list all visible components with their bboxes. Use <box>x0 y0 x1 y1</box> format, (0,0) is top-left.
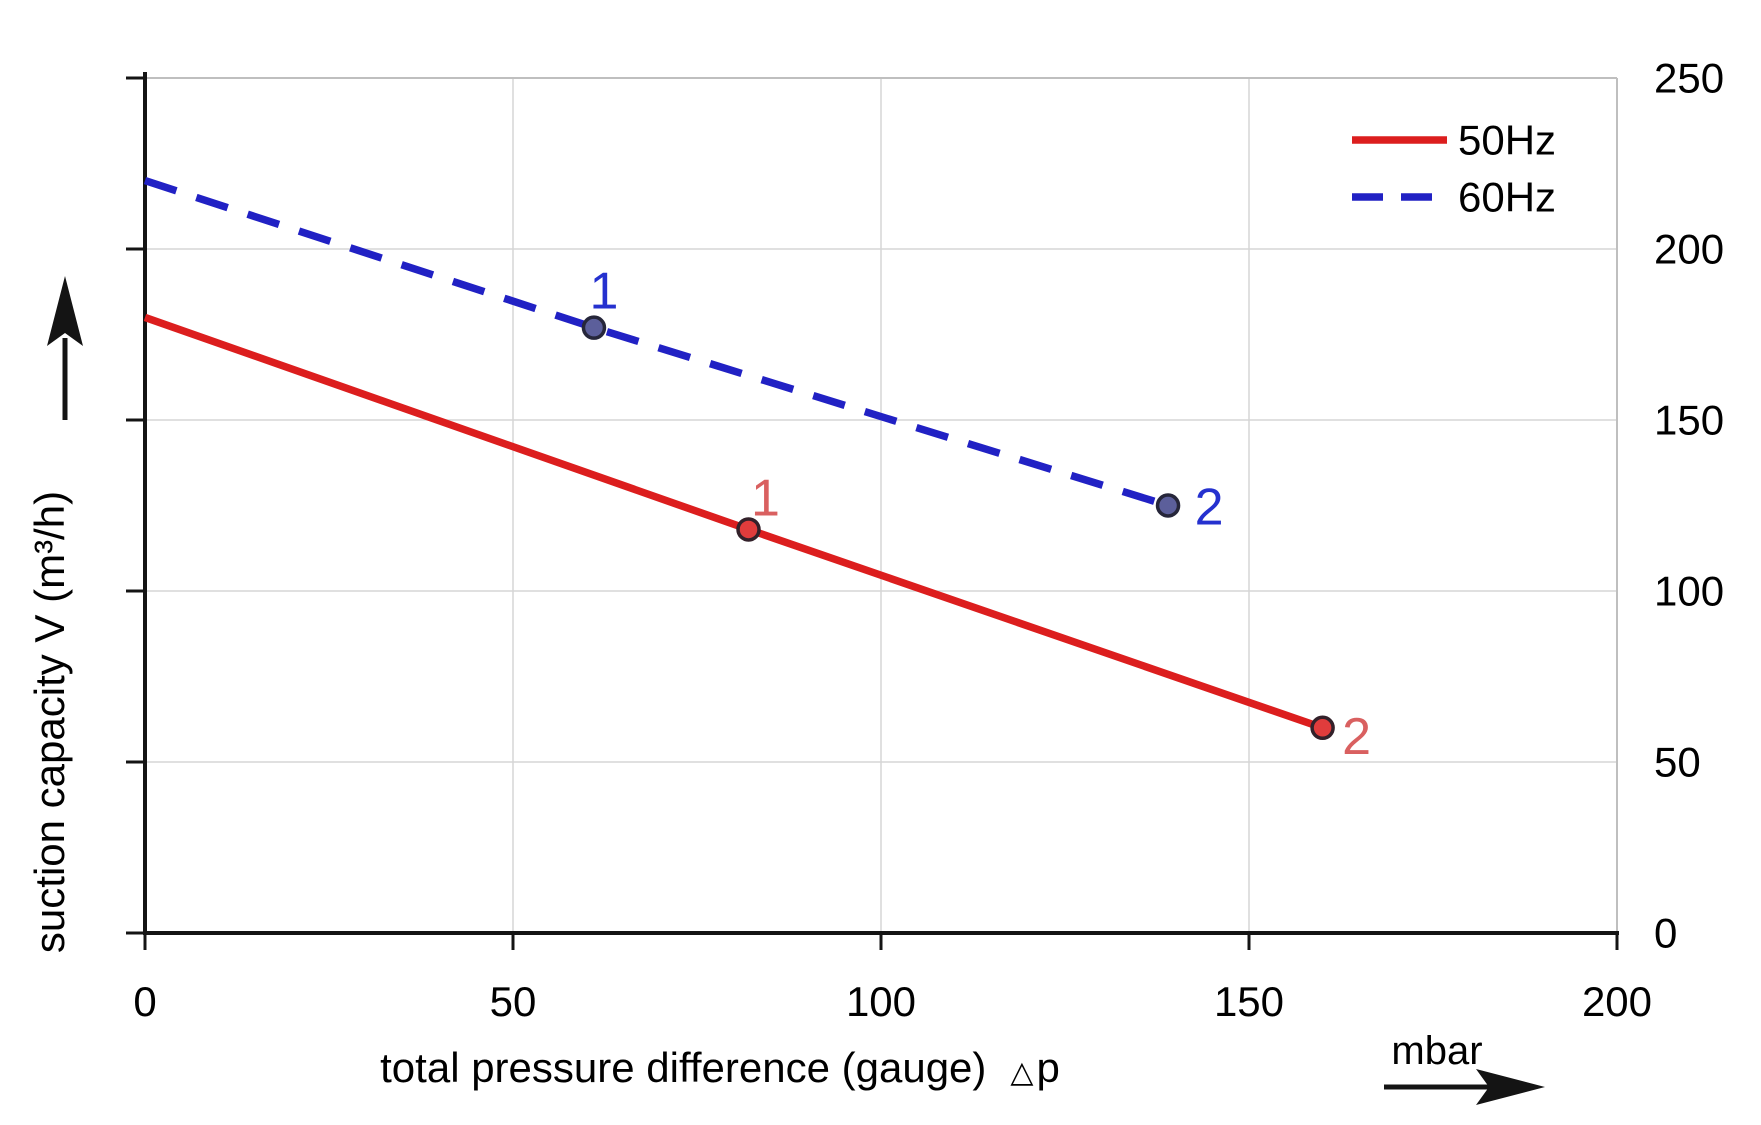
delta-symbol: △ <box>1010 1056 1033 1089</box>
point-label-50hz-1: 1 <box>751 469 780 527</box>
legend-label-60hz: 60Hz <box>1458 174 1556 221</box>
y-tick-label: 0 <box>1654 910 1677 957</box>
x-axis-title-variable: p <box>1036 1044 1059 1091</box>
y-tick-label: 100 <box>1654 568 1724 615</box>
y-axis-title: suction capacity V (m³/h) <box>26 491 73 953</box>
y-tick-label: 200 <box>1654 226 1724 273</box>
data-point-marker-60hz-2 <box>1155 493 1181 518</box>
series-line-60hz <box>143 177 1170 510</box>
legend-label-50hz: 50Hz <box>1458 117 1556 164</box>
y-tick-label: 250 <box>1654 55 1724 102</box>
point-label-60hz-2: 2 <box>1195 479 1224 537</box>
x-tick-label: 150 <box>1214 978 1284 1025</box>
x-direction-arrow-head-icon <box>1476 1069 1545 1105</box>
point-label-50hz-2: 2 <box>1342 708 1371 766</box>
data-point-marker-60hz-1 <box>581 315 607 340</box>
data-point-marker-50hz-2 <box>1310 715 1335 741</box>
point-label-60hz-1: 1 <box>589 263 618 321</box>
y-tick-label: 50 <box>1654 739 1701 786</box>
y-direction-arrow-head-icon <box>47 276 83 346</box>
x-axis-title-text: total pressure difference (gauge) <box>380 1044 986 1091</box>
x-tick-label: 50 <box>490 978 537 1025</box>
x-tick-label: 100 <box>846 978 916 1025</box>
x-tick-label: 200 <box>1582 978 1652 1025</box>
x-tick-label: 0 <box>133 978 156 1025</box>
data-point-marker-50hz-1 <box>736 517 761 542</box>
x-axis-title: total pressure difference (gauge) △p <box>380 1044 1060 1091</box>
x-axis-unit-label: mbar <box>1391 1029 1482 1073</box>
y-tick-label: 150 <box>1654 397 1724 444</box>
